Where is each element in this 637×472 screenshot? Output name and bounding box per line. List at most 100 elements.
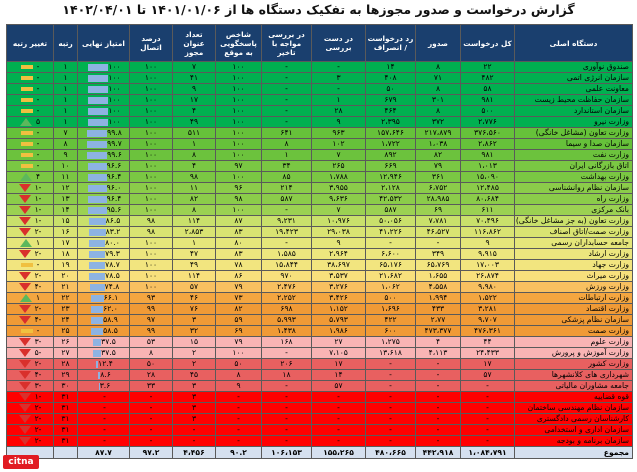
rank-change-cell: -۲	[6, 270, 54, 282]
cell-total: -	[460, 380, 515, 392]
device-name: وزارت ارتباطات	[514, 292, 633, 304]
cell-total: ۱،۵۲۲	[460, 292, 515, 304]
cell-issued: ۸	[415, 105, 461, 117]
device-name: وزارت راه	[514, 193, 633, 205]
header-cell: دستگاه اصلی	[514, 24, 633, 62]
down-arrow-icon	[18, 437, 31, 445]
cell-rejected: -	[365, 402, 416, 414]
score-cell: -	[77, 413, 130, 425]
score-cell: ۷۸.۵	[77, 270, 130, 282]
cell-total: ۲،۸۶۲	[460, 138, 515, 150]
cell-total: ۱۱۶،۸۶۲	[460, 226, 515, 238]
cell-delayed: -	[261, 435, 312, 447]
cell-pending: ۱۰۲	[311, 138, 366, 150]
score-bar	[88, 96, 109, 104]
cell-total: -	[460, 391, 515, 403]
cell-conn: ۵۰	[129, 358, 173, 370]
rank-change-value: ۴	[35, 172, 41, 182]
cell-pending: ۲۶۵	[311, 160, 366, 172]
cell-rank: ۲۴	[53, 314, 78, 326]
score-cell: ۸.۶	[77, 369, 130, 381]
cell-index: -	[215, 413, 262, 425]
cell-total: -	[460, 413, 515, 425]
cell-issued: -	[415, 413, 461, 425]
device-name: وزارت اقتصاد	[514, 303, 633, 315]
device-name: وزارت تعاون (مشاغل خانگی)	[514, 127, 633, 139]
cell-issued: -	[415, 358, 461, 370]
score-value: ۷۹.۳	[105, 249, 120, 259]
score-value: ۱۲.۴	[98, 359, 113, 369]
rank-change-value: -	[36, 128, 40, 138]
score-value: ۵۸.۵	[103, 326, 118, 336]
score-bar	[98, 371, 101, 379]
cell-conn: ۹۸	[129, 215, 173, 227]
table-row: وزارت نیرو ۲،۷۷۶ ۳۷۲ ۲،۳۹۵ ۹-۱۰۰ ۴۹ ۱۰۰ ۱۰۰ ۱ ۵	[6, 116, 633, 128]
cell-pending: -	[311, 402, 366, 414]
table-row: سازمان نظام پزشکی ۹،۷۰۷ ۲،۷۷ ۴۲۲ ۵،۷۹۳ ۵،۹۹۳ ۵…	[6, 314, 633, 326]
device-name: قوه قضاییه	[514, 391, 633, 403]
score-bar	[87, 129, 108, 137]
down-arrow-icon	[18, 272, 31, 280]
score-cell: ۶۲.۰	[77, 303, 130, 315]
cell-rejected: -	[365, 424, 416, 436]
cell-issued: ۲،۷۷	[415, 314, 461, 326]
table-body: صندوق نوآوری ۲۲ ۸ ۱۴- -۱۰۰ ۷ ۱۰۰ ۱۰۰ ۱- سازمان ان…	[6, 61, 633, 447]
device-name: اتاق بازرگانی ایران	[514, 160, 633, 172]
cell-total: ۲۴،۴۳۳	[460, 347, 515, 359]
device-name: وزارت جهاد	[514, 259, 633, 271]
score-bar	[91, 327, 104, 335]
cell-rejected: ۵۰،۰۵۶	[365, 215, 416, 227]
cell-pending: -	[311, 391, 366, 403]
cell-index: ۹	[215, 380, 262, 392]
cell-conn: ۱۰۰	[129, 116, 173, 128]
totals-conn: ۹۷.۲	[129, 446, 173, 459]
header-cell: تغییر رتبه	[6, 24, 54, 62]
cell-delayed: -	[261, 116, 312, 128]
score-cell: ۹۶.۶	[77, 160, 130, 172]
rank-change-cell: -۳	[6, 336, 54, 348]
table-row: وزارت صمت ۴۷۶،۳۶۱ ۴۷۳،۳۷۷ ۶۰۰ ۱،۹۸۶ ۱،۴۳۸ ۶۹ ۳۲…	[6, 325, 633, 337]
cell-delayed: ۸	[261, 138, 312, 150]
rank-change-cell: -۲	[6, 424, 54, 436]
score-cell: ۳۷.۵	[77, 347, 130, 359]
cell-index: ۷۳	[215, 292, 262, 304]
rank-change-cell: ۵	[6, 116, 54, 128]
score-cell: ۱۰۰	[77, 72, 130, 84]
cell-pending: ۵۷	[311, 380, 366, 392]
rank-change-cell: -۱	[6, 204, 54, 216]
score-value: ۳۷.۵	[101, 348, 116, 358]
no-change-icon	[20, 329, 33, 333]
device-name: صندوق نوآوری	[514, 61, 633, 73]
cell-pending: ۱،۱۵۲	[311, 303, 366, 315]
table-row: وزارت صمت/اتاق اصناف ۱۱۶،۸۶۲ ۴۶،۵۲۷ ۴۱،۲۲۶ ۲…	[6, 226, 633, 238]
totals-score: ۸۷.۷	[77, 446, 130, 459]
cell-delayed: -	[261, 391, 312, 403]
score-cell: ۹۵.۶	[77, 204, 130, 216]
cell-rejected: -	[365, 380, 416, 392]
device-name: سازمان استاندارد	[514, 105, 633, 117]
cell-titles: ۴۹	[172, 116, 216, 128]
cell-conn: ۵۳	[129, 336, 173, 348]
score-cell: ۱۲.۴	[77, 358, 130, 370]
cell-pending: ۷	[311, 149, 366, 161]
score-cell: ۷۸.۷	[77, 259, 130, 271]
table-row: سازمان صدا و سیما ۲،۸۶۲ ۱،۰۳۸ ۱،۷۲۲ ۱۰۲ ۸ ۱۰۰ ۱…	[6, 138, 633, 150]
cell-issued: ۳۷۲	[415, 116, 461, 128]
cell-conn: ۱۰۰	[129, 83, 173, 95]
cell-total: ۱۵،۰۹۰	[460, 171, 515, 183]
cell-pending: ۱،۹۸۶	[311, 325, 366, 337]
cell-titles: ۴۶	[172, 292, 216, 304]
rank-change-cell: -۱	[6, 193, 54, 205]
cell-issued: ۷،۷۸۱	[415, 215, 461, 227]
score-cell: ۹۶.۴	[77, 171, 130, 183]
cell-rank: ۳۱	[53, 435, 78, 447]
cell-conn: -	[129, 435, 173, 447]
cell-total: ۹	[460, 237, 515, 249]
cell-pending: ۱،۷۸۸	[311, 171, 366, 183]
cell-conn: ۱۰۰	[129, 160, 173, 172]
cell-delayed: -	[261, 61, 312, 73]
score-bar	[91, 305, 104, 313]
device-name: معاونت علمی	[514, 83, 633, 95]
cell-index: ۵۹	[215, 314, 262, 326]
cell-rank: ۲۲	[53, 292, 78, 304]
